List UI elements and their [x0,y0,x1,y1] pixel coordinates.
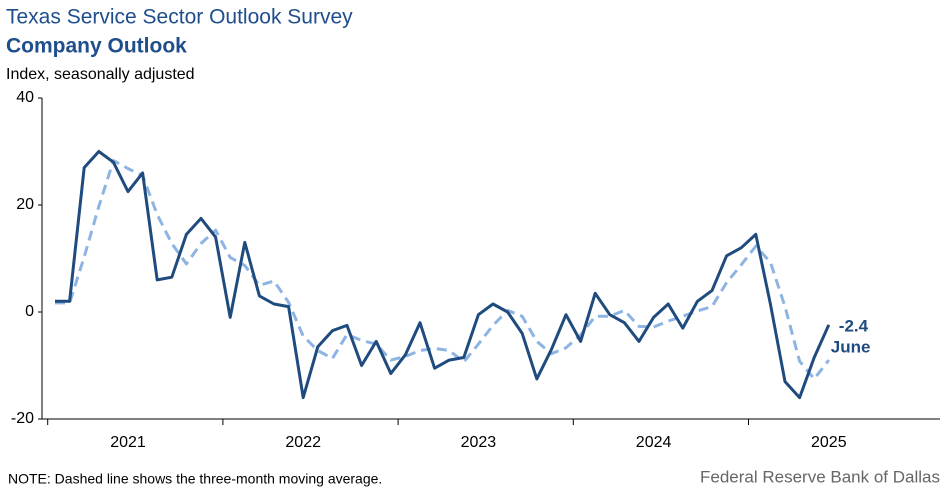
y-tick-label: 0 [25,303,34,320]
data-label: -2.4 [839,316,869,335]
y-tick-label: 20 [16,196,34,213]
y-axis-label: Index, seasonally adjusted [6,66,195,83]
chart-title: Texas Service Sector Outlook Survey [6,6,353,29]
source: Federal Reserve Bank of Dallas [700,467,940,486]
y-tick-label: 40 [16,89,34,106]
series-line [55,159,830,381]
x-tick-label: 2025 [811,434,847,451]
note: NOTE: Dashed line shows the three-month … [8,471,382,487]
x-tick-label: 2022 [285,434,321,451]
series-line [55,150,831,400]
chart-subtitle: Company Outlook [6,35,187,58]
x-tick-label: 2023 [461,434,497,451]
y-tick-label: -20 [11,410,34,427]
x-tick-label: 2021 [110,434,146,451]
annotation: June [831,337,871,356]
x-tick-label: 2024 [636,434,672,451]
